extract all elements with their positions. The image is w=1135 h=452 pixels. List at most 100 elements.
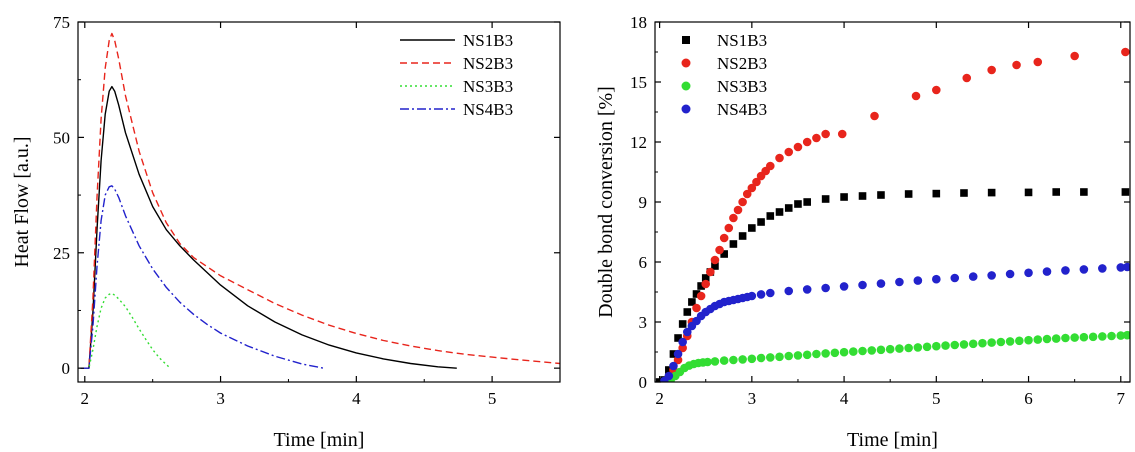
data-point xyxy=(840,193,848,201)
data-point xyxy=(1116,331,1126,340)
series-line-ns3b3 xyxy=(80,292,171,369)
legend-label: NS2B3 xyxy=(717,54,767,73)
data-point xyxy=(665,366,673,374)
data-point xyxy=(870,111,879,121)
data-point xyxy=(1024,268,1033,278)
legend-label: NS4B3 xyxy=(717,100,767,119)
y-axis-title: Heat Flow [a.u.] xyxy=(11,136,33,267)
data-point xyxy=(738,197,747,207)
data-point xyxy=(765,288,775,298)
data-point xyxy=(1012,60,1021,70)
data-point xyxy=(987,188,996,197)
data-point xyxy=(794,200,802,208)
y-tick-label: 9 xyxy=(639,193,648,212)
data-point xyxy=(669,350,678,358)
data-point xyxy=(673,349,683,359)
data-point xyxy=(1042,267,1052,276)
data-point xyxy=(962,73,972,83)
data-point xyxy=(692,303,701,313)
x-tick-label: 5 xyxy=(488,389,497,408)
series-line-ns4b3 xyxy=(80,185,324,369)
data-point xyxy=(784,286,794,296)
series-line-ns2b3 xyxy=(80,32,560,369)
data-point xyxy=(858,280,867,290)
plot-area xyxy=(80,32,560,369)
data-point xyxy=(932,85,941,95)
data-point xyxy=(913,276,923,285)
y-tick-label: 12 xyxy=(630,133,647,152)
series-ns4b3 xyxy=(659,262,1130,382)
data-point xyxy=(688,298,696,306)
legend-label: NS3B3 xyxy=(717,77,767,96)
data-point xyxy=(812,133,821,143)
data-point xyxy=(1005,337,1015,346)
series-ns3b3 xyxy=(666,330,1130,382)
y-tick-label: 50 xyxy=(53,128,70,147)
data-point xyxy=(968,272,978,281)
data-point xyxy=(775,208,784,216)
data-point xyxy=(821,195,830,203)
data-point xyxy=(1098,264,1107,273)
data-point xyxy=(738,232,747,240)
data-point xyxy=(1033,57,1043,67)
data-point xyxy=(674,334,682,342)
data-point xyxy=(1061,333,1070,343)
data-point xyxy=(748,224,756,232)
data-point xyxy=(729,240,738,248)
legend: NS1B3 NS2B3 NS3B3 NS4B3 xyxy=(681,31,767,119)
data-point xyxy=(802,350,812,360)
data-point xyxy=(1079,265,1089,274)
data-point xyxy=(1098,332,1107,341)
data-point xyxy=(849,347,858,356)
data-point xyxy=(941,341,950,350)
data-point xyxy=(673,355,683,365)
data-point xyxy=(752,177,761,187)
data-point xyxy=(987,65,996,75)
data-point xyxy=(960,189,968,197)
data-point xyxy=(867,346,877,355)
legend-label: NS2B3 xyxy=(463,54,513,73)
data-point xyxy=(738,355,747,364)
legend-label: NS4B3 xyxy=(463,100,513,119)
data-point xyxy=(996,337,1006,347)
data-point xyxy=(978,338,987,348)
data-point xyxy=(697,282,705,290)
series-ns1b3 xyxy=(655,188,1130,382)
data-point xyxy=(959,340,969,349)
legend-swatch-ns1b3 xyxy=(682,36,690,44)
x-tick-label: 7 xyxy=(1117,389,1126,408)
series-line-ns1b3 xyxy=(80,85,457,369)
data-point xyxy=(757,218,765,226)
data-point xyxy=(968,339,978,349)
data-point xyxy=(885,344,895,354)
data-point xyxy=(911,91,921,101)
data-point xyxy=(922,342,932,352)
legend-swatch-ns4b3 xyxy=(681,104,691,114)
data-point xyxy=(1005,269,1015,279)
data-point xyxy=(678,320,687,328)
data-point xyxy=(904,343,913,353)
plot-area xyxy=(655,47,1130,382)
x-tick-label: 4 xyxy=(840,389,849,408)
y-tick-label: 18 xyxy=(630,13,647,32)
data-point xyxy=(784,351,794,361)
data-point xyxy=(1122,330,1130,340)
data-point xyxy=(742,189,752,199)
data-point xyxy=(1051,334,1061,343)
data-point xyxy=(858,192,867,200)
data-point xyxy=(987,338,996,347)
data-point xyxy=(696,291,706,301)
data-point xyxy=(711,262,719,270)
data-point xyxy=(747,291,757,301)
data-point xyxy=(1121,47,1130,57)
data-point xyxy=(765,161,775,171)
data-point xyxy=(720,250,728,258)
y-axis-title: Double bond conversion [%] xyxy=(595,86,617,318)
y-tick-label: 75 xyxy=(53,13,70,32)
data-point xyxy=(802,285,812,294)
data-point xyxy=(1024,335,1033,345)
data-point xyxy=(729,355,738,365)
data-point xyxy=(839,282,849,291)
x-axis-title: Time [min] xyxy=(847,429,938,451)
data-point xyxy=(701,274,710,282)
